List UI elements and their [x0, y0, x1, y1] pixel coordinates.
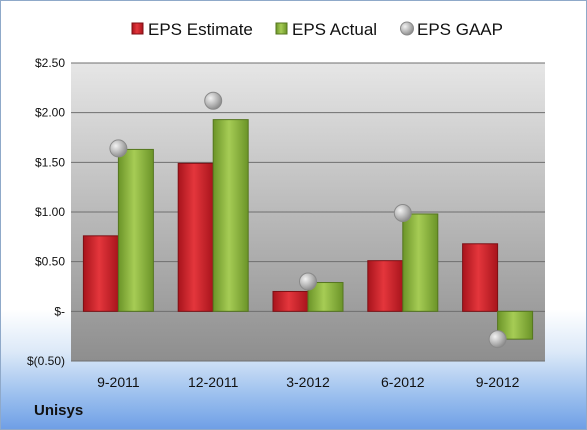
y-tick-label: $-: [54, 304, 65, 318]
legend-label: EPS Actual: [292, 20, 377, 39]
y-tick-label: $0.50: [35, 255, 65, 269]
y-tick-label: $1.50: [35, 155, 65, 169]
y-tick-label: $(0.50): [27, 354, 65, 368]
x-tick-label: 6-2012: [381, 374, 425, 390]
legend-swatch: [400, 21, 414, 36]
x-tick-label: 9-2012: [476, 374, 520, 390]
legend-label: EPS GAAP: [417, 20, 503, 39]
bar-eps-actual: [497, 310, 534, 340]
company-name: Unisys: [34, 402, 84, 419]
x-tick-label: 9-2011: [97, 374, 140, 390]
marker-eps-gaap: [393, 203, 412, 222]
bar-eps-actual: [117, 148, 154, 312]
y-tick-label: $2.00: [35, 106, 65, 120]
bar-eps-estimate: [82, 235, 119, 312]
legend-swatch: [275, 22, 288, 35]
bar-eps-estimate: [367, 260, 404, 312]
marker-eps-gaap: [488, 330, 507, 349]
legend-label: EPS Estimate: [148, 20, 253, 39]
bar-eps-estimate: [177, 162, 214, 312]
bar-eps-estimate: [272, 290, 309, 312]
y-tick-label: $2.50: [35, 56, 65, 70]
x-tick-label: 3-2012: [286, 374, 330, 390]
legend-swatch: [131, 22, 144, 35]
x-tick-label: 12-2011: [188, 374, 239, 390]
bar-eps-actual: [212, 119, 249, 312]
marker-eps-gaap: [204, 91, 223, 110]
y-tick-label: $1.00: [35, 205, 65, 219]
bar-eps-estimate: [462, 243, 499, 312]
marker-eps-gaap: [109, 139, 128, 158]
bar-eps-actual: [402, 213, 439, 312]
marker-eps-gaap: [299, 272, 317, 291]
